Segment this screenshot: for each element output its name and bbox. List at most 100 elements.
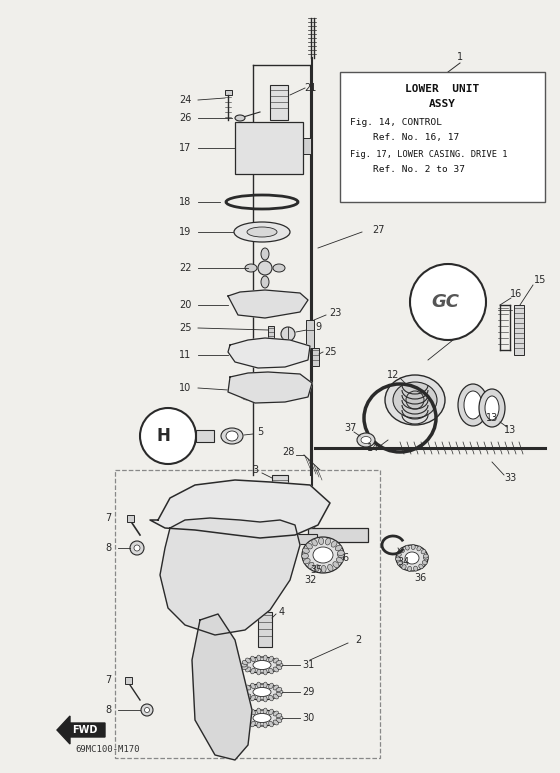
Circle shape [410,264,486,340]
Circle shape [291,300,299,308]
Text: 28: 28 [282,447,294,457]
Ellipse shape [302,548,309,553]
Circle shape [295,349,305,359]
Bar [270,85,288,120]
Ellipse shape [411,544,415,550]
Text: 21: 21 [304,83,316,93]
Ellipse shape [338,553,344,557]
Ellipse shape [402,564,406,570]
Text: 11: 11 [179,350,191,360]
Ellipse shape [417,546,421,551]
Bar [303,138,311,154]
Ellipse shape [273,667,278,672]
Circle shape [130,541,144,555]
Circle shape [265,291,271,297]
Text: 3: 3 [252,465,258,475]
Ellipse shape [273,658,278,663]
Ellipse shape [464,391,482,419]
Ellipse shape [235,115,245,121]
Ellipse shape [253,660,271,669]
Ellipse shape [269,709,273,715]
Ellipse shape [361,437,371,444]
Ellipse shape [242,660,248,665]
Polygon shape [228,290,308,318]
Ellipse shape [302,537,344,573]
Text: 1: 1 [457,52,463,62]
Bar [258,612,272,647]
Ellipse shape [277,690,283,694]
Text: 13: 13 [486,413,498,423]
Ellipse shape [242,718,248,723]
Bar [268,326,274,346]
Text: 8: 8 [105,543,111,553]
Text: 33: 33 [504,473,516,483]
Circle shape [238,299,246,307]
Ellipse shape [337,557,343,563]
Ellipse shape [400,548,404,553]
Ellipse shape [421,550,426,554]
Ellipse shape [395,557,400,561]
Bar [127,515,134,522]
Ellipse shape [277,663,283,667]
Bar [340,72,545,202]
Text: Fig. 17, LOWER CASING. DRIVE 1: Fig. 17, LOWER CASING. DRIVE 1 [350,149,507,158]
Ellipse shape [243,657,281,673]
Ellipse shape [243,684,281,700]
Circle shape [262,346,278,362]
Ellipse shape [276,666,282,669]
Ellipse shape [276,687,282,692]
Circle shape [258,261,272,275]
Ellipse shape [221,428,243,444]
Ellipse shape [385,375,445,425]
Circle shape [141,704,153,716]
Text: 34: 34 [397,557,409,567]
Text: 17: 17 [179,143,191,153]
Text: 9: 9 [315,322,321,332]
Ellipse shape [301,553,309,558]
Text: 22: 22 [179,263,192,273]
Ellipse shape [263,722,267,728]
Ellipse shape [269,721,273,727]
Ellipse shape [269,695,273,701]
Ellipse shape [251,709,255,715]
Ellipse shape [423,556,428,560]
Ellipse shape [253,687,271,696]
Ellipse shape [357,433,375,447]
Ellipse shape [241,663,247,667]
Bar [295,534,317,544]
Ellipse shape [269,669,273,674]
Circle shape [222,497,258,533]
Ellipse shape [246,694,251,699]
Circle shape [140,408,196,464]
Ellipse shape [234,222,290,242]
Ellipse shape [257,682,261,688]
Ellipse shape [312,540,318,546]
Text: 7: 7 [105,513,111,523]
Text: 32: 32 [304,575,316,585]
Bar [306,320,314,348]
Polygon shape [192,614,252,760]
Bar [125,677,132,684]
Ellipse shape [251,721,255,727]
Ellipse shape [253,713,271,723]
Ellipse shape [405,552,419,564]
Text: 30: 30 [302,713,314,723]
Polygon shape [150,480,330,538]
Ellipse shape [398,561,402,566]
Ellipse shape [304,558,310,564]
Ellipse shape [263,669,267,675]
Ellipse shape [276,660,282,665]
Ellipse shape [269,683,273,689]
FancyBboxPatch shape [235,122,303,174]
Ellipse shape [321,566,326,573]
Ellipse shape [419,564,423,569]
Circle shape [134,545,140,551]
Bar [225,90,232,95]
Ellipse shape [263,708,267,714]
Ellipse shape [251,656,255,662]
Ellipse shape [273,720,278,725]
Text: 16: 16 [510,289,522,299]
Text: 19: 19 [179,227,191,237]
Ellipse shape [333,562,339,567]
Ellipse shape [242,693,248,696]
